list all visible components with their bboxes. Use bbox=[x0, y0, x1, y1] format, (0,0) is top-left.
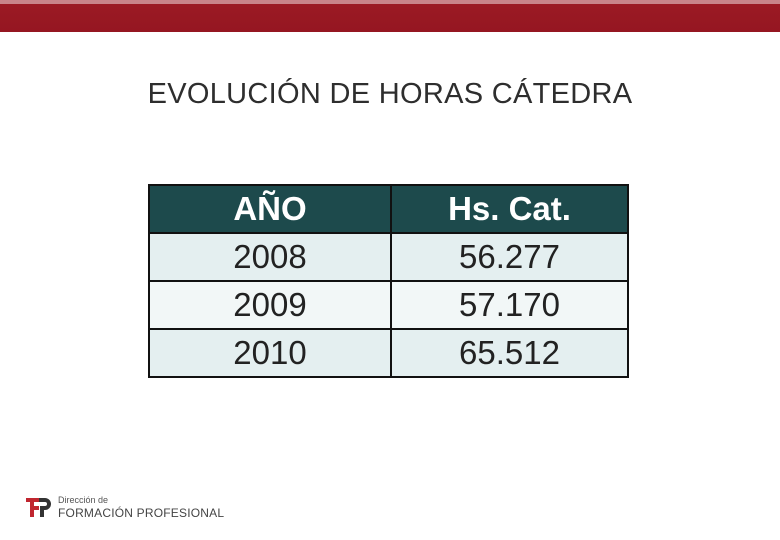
cell-year: 2009 bbox=[148, 280, 392, 330]
header-year: AÑO bbox=[148, 184, 392, 234]
table-row: 2009 57.170 bbox=[148, 280, 629, 330]
table-row: 2008 56.277 bbox=[148, 232, 629, 282]
cell-year: 2008 bbox=[148, 232, 392, 282]
cell-hours: 56.277 bbox=[390, 232, 629, 282]
formacion-profesional-logo: Dirección de FORMACIÓN PROFESIONAL bbox=[26, 494, 224, 520]
top-banner-bar bbox=[0, 0, 780, 32]
slide-title: EVOLUCIÓN DE HORAS CÁTEDRA bbox=[147, 78, 633, 110]
table-row: 2010 65.512 bbox=[148, 328, 629, 378]
header-hours: Hs. Cat. bbox=[390, 184, 629, 234]
hours-table: AÑO Hs. Cat. 2008 56.277 2009 57.170 201… bbox=[148, 184, 629, 378]
logo-line1: Dirección de bbox=[58, 494, 109, 505]
cell-year: 2010 bbox=[148, 328, 392, 378]
cell-hours: 65.512 bbox=[390, 328, 629, 378]
logo-line2: FORMACIÓN PROFESIONAL bbox=[58, 505, 225, 520]
fp-logo-icon bbox=[26, 498, 51, 517]
cell-hours: 57.170 bbox=[390, 280, 629, 330]
table-header-row: AÑO Hs. Cat. bbox=[148, 184, 629, 234]
